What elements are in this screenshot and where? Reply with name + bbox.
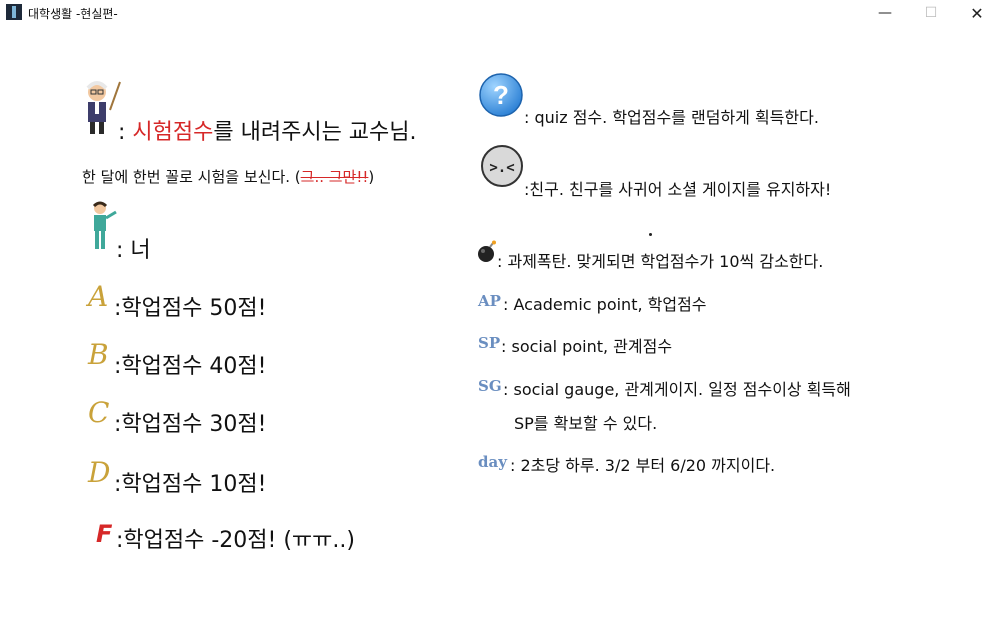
sg-description: : social gauge, 관계게이지. 일정 점수이상 획득해 xyxy=(503,380,851,399)
title-bar: 대학생활 -현실편- — ☐ ✕ xyxy=(0,0,1000,26)
professor-description: : 시험점수를 내려주시는 교수님. xyxy=(118,120,417,145)
grade-d-description: :학업점수 10점! xyxy=(114,472,267,497)
bomb-description: : 과제폭탄. 맞게되면 학업점수가 10씩 감소한다. xyxy=(497,252,824,271)
player-description: : 너 xyxy=(116,238,151,263)
quiz-description: : quiz 점수. 학업점수를 랜덤하게 획득한다. xyxy=(524,108,819,127)
grade-f-icon: F xyxy=(96,520,113,548)
sg-label: SG xyxy=(478,377,502,395)
grade-b-description: :학업점수 40점! xyxy=(114,354,267,379)
grade-a-icon: A xyxy=(88,280,109,313)
divider-dot xyxy=(649,233,652,236)
sg-description-line2: SP를 확보할 수 있다. xyxy=(514,414,658,433)
ap-label: AP xyxy=(478,292,501,310)
minimize-button[interactable]: — xyxy=(878,5,892,21)
ap-description: : Academic point, 학업점수 xyxy=(503,295,707,314)
friend-icon-face: >.< xyxy=(489,160,514,176)
professor-icon xyxy=(86,81,121,134)
sp-description: : social point, 관계점수 xyxy=(501,337,673,356)
exam-note: 한 달에 한번 꼴로 시험을 보신다. (그.. 그만!!) xyxy=(82,168,375,186)
sp-label: SP xyxy=(478,334,501,352)
grade-f-description: :학업점수 -20점! (ㅠㅠ..) xyxy=(116,528,355,553)
day-description: : 2초당 하루. 3/2 부터 6/20 까지이다. xyxy=(510,456,776,475)
app-icon xyxy=(6,4,22,20)
maximize-button[interactable]: ☐ xyxy=(924,5,938,21)
window-title: 대학생활 -현실편- xyxy=(28,7,118,21)
grade-b-icon: B xyxy=(88,338,109,371)
exam-note-strike: 그.. 그만!! xyxy=(300,168,369,186)
grade-c-icon: C xyxy=(88,396,110,429)
grade-d-icon: D xyxy=(88,456,111,489)
player-icon xyxy=(92,201,117,249)
day-label: day xyxy=(478,453,507,471)
grade-a-description: :학업점수 50점! xyxy=(114,296,267,321)
grade-c-description: :학업점수 30점! xyxy=(114,412,267,437)
close-button[interactable]: ✕ xyxy=(970,3,984,23)
exam-score-highlight: 시험점수 xyxy=(132,120,214,145)
friend-icon: >.< xyxy=(481,145,523,187)
quiz-icon-glyph: ? xyxy=(493,80,509,110)
bomb-icon xyxy=(478,240,496,262)
friend-description: :친구. 친구를 사귀어 소셜 게이지를 유지하자! xyxy=(524,180,832,199)
quiz-icon: ? xyxy=(479,73,523,117)
